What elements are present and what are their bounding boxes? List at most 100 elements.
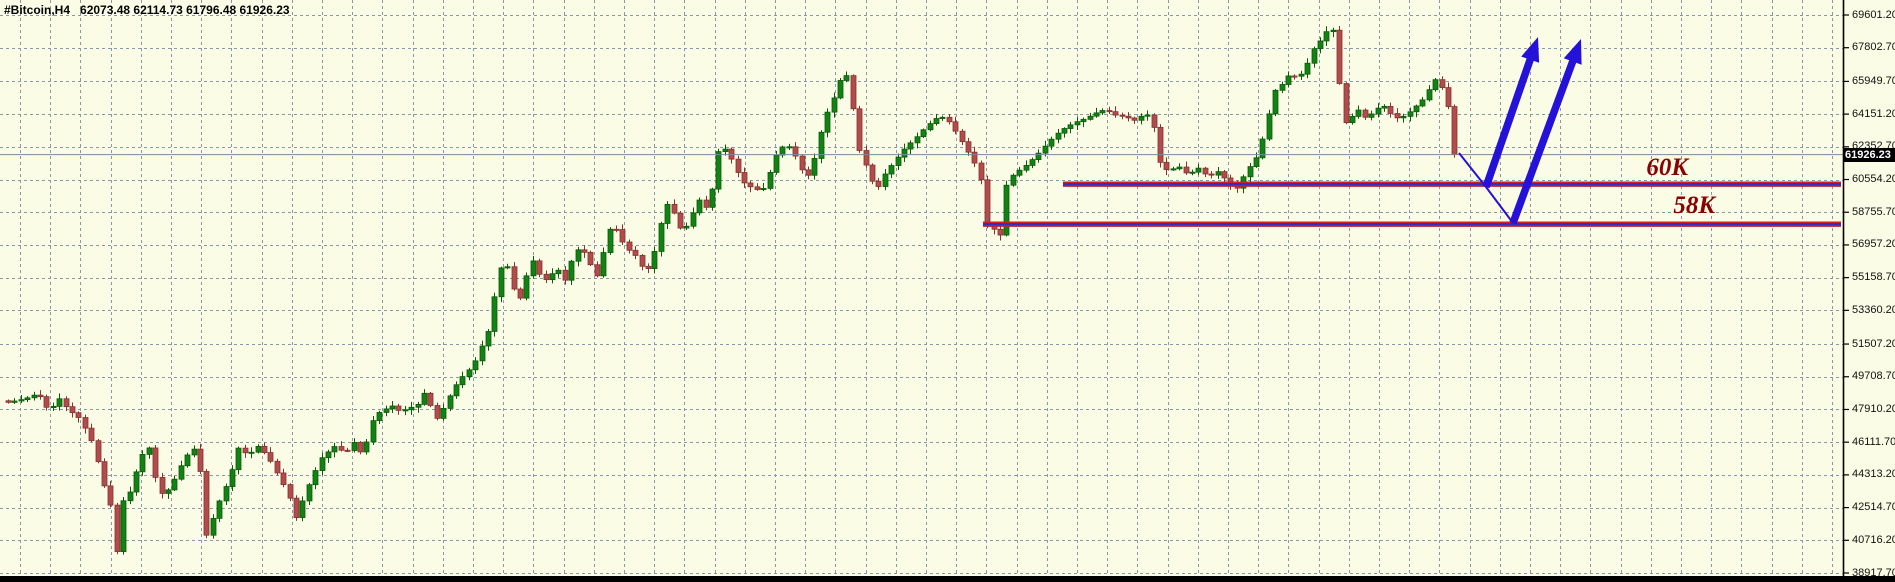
candle-body (1189, 171, 1196, 174)
candle-body (1157, 127, 1164, 163)
candle-body (357, 441, 364, 453)
candle (267, 447, 274, 464)
candle-body (805, 169, 812, 176)
symbol-info: #Bitcoin,H4 62073.48 62114.73 61796.48 61… (4, 3, 290, 17)
candle-body (741, 172, 748, 184)
candle (639, 254, 646, 271)
candle (1247, 162, 1254, 183)
candle-body (498, 267, 505, 298)
resistance-line-60k[interactable] (1063, 181, 1841, 187)
candle-body (1080, 118, 1087, 123)
bullish-arrow-1[interactable] (1482, 37, 1540, 189)
candle-body (351, 441, 358, 451)
candle-body (511, 266, 518, 290)
candle (933, 113, 940, 126)
candle-body (1003, 184, 1010, 236)
candle (594, 261, 601, 278)
candle (1311, 46, 1318, 68)
candle-body (453, 384, 460, 397)
candle-body (127, 491, 134, 502)
candle-body (843, 75, 850, 81)
candle (1087, 112, 1094, 121)
candle-body (1330, 29, 1337, 33)
candle (645, 263, 652, 274)
candle-body (1023, 165, 1030, 171)
resistance-label-60k[interactable]: 60K (1646, 154, 1688, 181)
candle-body (255, 445, 262, 453)
candle (191, 445, 198, 458)
candle-body (133, 471, 140, 493)
candle (178, 460, 185, 481)
candle-body (696, 199, 703, 214)
candle (408, 401, 415, 415)
candle-body (293, 497, 300, 518)
candle (779, 145, 786, 158)
candle (63, 396, 70, 412)
candle (575, 246, 582, 267)
candle-body (376, 412, 383, 422)
candle-body (210, 518, 217, 536)
candle-body (472, 360, 479, 371)
candle-body (1074, 121, 1081, 126)
candle-body (274, 460, 281, 474)
candle-body (1355, 109, 1362, 117)
candle (1215, 167, 1222, 179)
candle (280, 468, 287, 488)
candle-body (1291, 75, 1298, 78)
candle-body (907, 142, 914, 150)
candle (581, 245, 588, 258)
candle (1099, 108, 1106, 115)
candle (1323, 26, 1330, 47)
candle-body (242, 447, 249, 454)
candle (370, 416, 377, 445)
candle-body (280, 472, 287, 485)
candle (376, 410, 383, 425)
candle (792, 142, 799, 160)
candle-body (651, 251, 658, 269)
price-axis-label: 69601.20 (1852, 8, 1895, 21)
candle (1266, 109, 1273, 142)
candle (459, 371, 466, 389)
candle (165, 488, 172, 499)
candle-body (299, 500, 306, 518)
candle (1138, 113, 1145, 125)
candle (485, 328, 492, 351)
candle (351, 438, 358, 453)
candle (1202, 166, 1209, 177)
candle (1023, 160, 1030, 173)
candle-body (1451, 106, 1458, 155)
bullish-arrow-2[interactable] (1509, 39, 1582, 225)
candle-body (1394, 113, 1401, 119)
candle-body (856, 108, 863, 151)
candle-body (395, 405, 402, 411)
candle (741, 167, 748, 189)
candles-layer (5, 26, 1458, 555)
candle (1432, 77, 1439, 92)
candle (293, 495, 300, 521)
price-axis-label: 65949.70 (1852, 74, 1895, 87)
candle-body (818, 131, 825, 159)
candle-body (959, 130, 966, 143)
pullback-projection-line[interactable] (1458, 152, 1514, 224)
price-axis-label: 49708.70 (1852, 370, 1895, 383)
candle (613, 225, 620, 233)
candle (677, 211, 684, 230)
candle (1061, 127, 1068, 138)
candle-body (63, 398, 70, 408)
candle (1272, 89, 1279, 117)
candle-body (18, 399, 25, 402)
candle (747, 180, 754, 193)
candle (331, 442, 338, 458)
candle (664, 201, 671, 229)
candle-body (383, 408, 390, 413)
candle-body (901, 148, 908, 158)
candle (325, 449, 332, 463)
candle (1304, 58, 1311, 79)
candle (651, 246, 658, 274)
support-label-58k[interactable]: 58K (1673, 192, 1715, 219)
candle (888, 163, 895, 179)
candle-body (645, 265, 652, 269)
candle-body (517, 288, 524, 299)
support-line-58k[interactable] (983, 221, 1841, 227)
